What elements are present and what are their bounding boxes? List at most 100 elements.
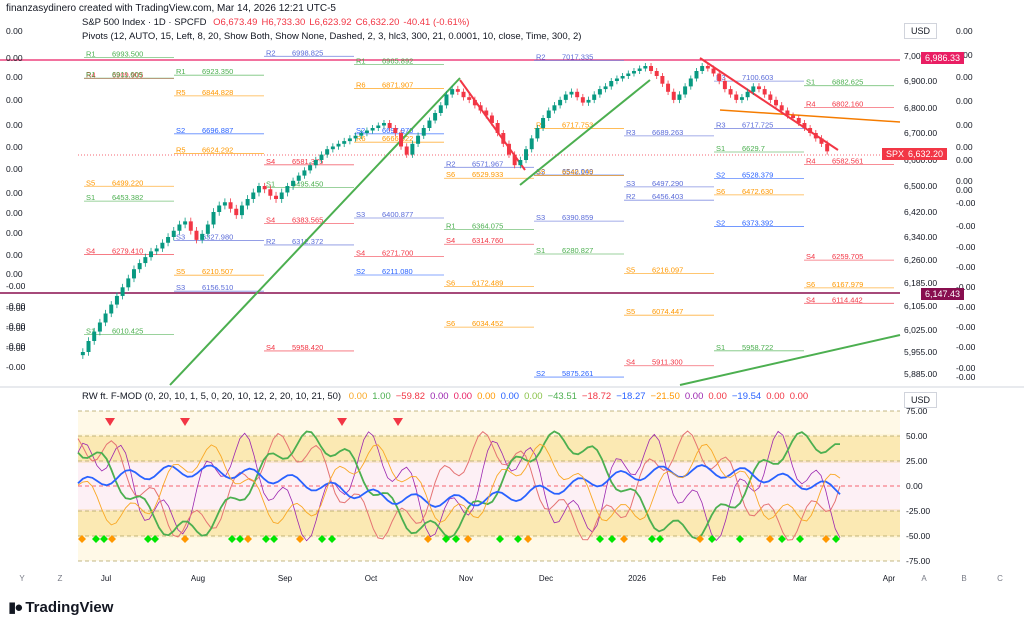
x-tick-label: 2026 [628,574,646,583]
signal-diamond [656,535,664,543]
candle-body [438,105,443,113]
pivot-legend[interactable]: Pivots (12, AUTO, 15, Left, 8, 20, Show … [82,31,582,42]
pivot-value: 6993.500 [112,50,143,59]
candle-body [177,224,182,231]
signal-diamond [452,535,460,543]
candle-body [558,99,563,106]
pivot-tag: S2 [536,167,545,176]
pivot-value: 6259.705 [832,252,863,261]
osc-value: 0.00 [453,391,473,402]
signal-diamond [464,535,472,543]
pivot-value: 6216.097 [652,265,683,274]
pivot-tag: S4 [806,252,815,261]
osc-legend[interactable]: RW ft. F-MOD (0, 20, 10, 1, 5, 0, 20, 10… [82,391,808,402]
pivot-tag: S5 [626,307,635,316]
pivot-tag: R2 [266,237,276,246]
pivot-value: 6312.372 [292,237,323,246]
candle-body [671,91,676,100]
pivot-value: 6666.022 [382,134,413,143]
candle-body [711,68,716,74]
candle-body [393,128,398,133]
candle-body [774,99,779,106]
pivot-value: 6167.979 [832,280,863,289]
currency-selector[interactable]: USD [904,23,938,39]
left-scale-label: -0.00 [6,303,26,313]
candle-body [285,186,290,193]
candle-body [791,115,796,118]
pivot-value: 6911.609 [112,70,143,79]
pivot-tag: R1 [86,70,96,79]
candle-body [586,99,591,103]
pivot-tag: S2 [716,219,725,228]
osc-axis-label: -75.00 [906,556,930,566]
candle-body [609,81,614,87]
osc-currency-selector[interactable]: USD [904,392,938,408]
candle-body [399,133,404,147]
candle-body [433,113,438,121]
pivot-value: 6571.967 [472,159,503,168]
left-scale-label: 0.00 [6,120,23,130]
right-scale-label: 0.00 [956,185,973,195]
pivot-value: 7017.335 [562,52,593,61]
candle-body [319,154,324,160]
pivot-tag: R5 [176,88,186,97]
left-scale-label: 0.00 [6,250,23,260]
pivot-value: 6034.452 [472,319,503,328]
osc-value: 0.00 [500,391,520,402]
candle-body [580,97,585,103]
left-scale-label: -0.00 [6,281,26,291]
pivot-value: 6581.375 [292,157,323,166]
tradingview-logo[interactable]: ▮● TradingView [8,598,113,617]
candle-body [347,138,352,142]
candle-body [575,91,580,98]
left-scale-label: 0.00 [6,26,23,36]
osc-top-band [78,411,900,436]
trend-line-support [679,334,901,386]
pivot-value: 5958.420 [292,343,323,352]
signal-diamond [620,535,628,543]
pivot-tag: S4 [356,249,365,258]
x-tick-label: Aug [191,574,205,583]
osc-value: −21.50 [650,391,680,402]
main-legend[interactable]: S&P 500 Index · 1D · SPCFD O6,673.49 H6,7… [82,17,469,28]
sell-triangle [180,418,190,426]
osc-value: 1.00 [372,391,391,402]
candle-body [444,94,449,106]
pivot-value: 6074.447 [652,307,683,316]
candle-body [563,94,568,100]
pivot-tag: S5 [86,178,95,187]
candle-body [114,295,119,305]
pivot-value: 6923.350 [202,67,233,76]
ohlc-item: L6,623.92 [309,17,352,28]
candle-body [825,143,830,152]
signal-diamond [514,535,522,543]
candle-body [524,149,529,160]
pivot-value: 6717.725 [742,121,773,130]
nav-button: A [921,574,927,583]
price-axis-label: 6,025.00 [904,325,937,335]
candle-body [279,192,284,199]
pivot-value: 6280.827 [562,246,593,255]
x-tick-label: Sep [278,574,293,583]
candle-body [92,331,97,341]
candle-body [205,224,210,234]
candle-body [97,322,102,332]
pivot-value: 6717.753 [562,121,593,130]
candle-body [501,133,506,144]
candle-body [268,189,273,196]
pivot-value: 6210.507 [202,267,233,276]
x-tick-label: Apr [883,574,896,583]
pivot-value: 6542.049 [562,167,593,176]
candle-body [802,123,807,128]
candle-body [569,91,574,95]
pivot-value: 6114.442 [832,295,863,304]
pivot-tag: R6 [536,121,546,130]
pivot-tag: S4 [626,358,635,367]
sell-triangle [105,418,115,426]
price-axis-label: 6,340.00 [904,232,937,242]
candle-body [308,165,313,171]
pivot-tag: R2 [626,192,636,201]
left-scale-label: 0.00 [6,188,23,198]
candle-body [251,192,256,199]
